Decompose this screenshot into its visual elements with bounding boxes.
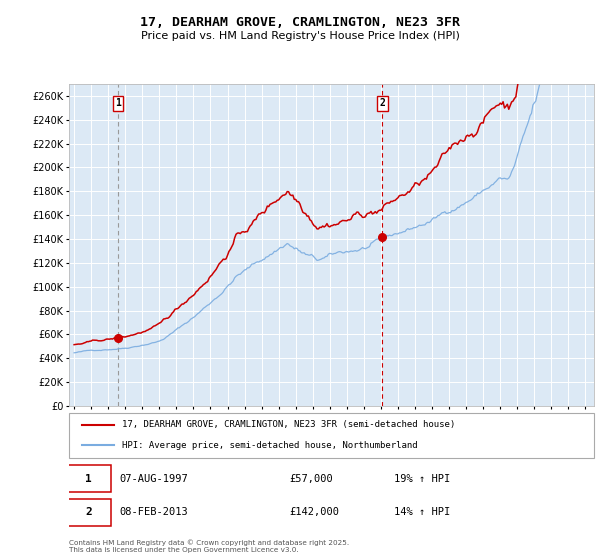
Text: HPI: Average price, semi-detached house, Northumberland: HPI: Average price, semi-detached house,…	[121, 441, 417, 450]
Text: Contains HM Land Registry data © Crown copyright and database right 2025.
This d: Contains HM Land Registry data © Crown c…	[69, 540, 349, 553]
Text: 2: 2	[379, 99, 385, 109]
Text: 07-AUG-1997: 07-AUG-1997	[119, 474, 188, 484]
Text: 2: 2	[85, 507, 92, 517]
Text: 17, DEARHAM GROVE, CRAMLINGTON, NE23 3FR (semi-detached house): 17, DEARHAM GROVE, CRAMLINGTON, NE23 3FR…	[121, 421, 455, 430]
Text: 14% ↑ HPI: 14% ↑ HPI	[395, 507, 451, 517]
FancyBboxPatch shape	[67, 499, 111, 526]
FancyBboxPatch shape	[69, 413, 594, 458]
FancyBboxPatch shape	[67, 465, 111, 492]
Text: 17, DEARHAM GROVE, CRAMLINGTON, NE23 3FR: 17, DEARHAM GROVE, CRAMLINGTON, NE23 3FR	[140, 16, 460, 29]
Text: Price paid vs. HM Land Registry's House Price Index (HPI): Price paid vs. HM Land Registry's House …	[140, 31, 460, 41]
Text: £57,000: £57,000	[290, 474, 333, 484]
Text: 08-FEB-2013: 08-FEB-2013	[119, 507, 188, 517]
Text: 1: 1	[115, 99, 121, 109]
Text: £142,000: £142,000	[290, 507, 340, 517]
Text: 19% ↑ HPI: 19% ↑ HPI	[395, 474, 451, 484]
Text: 1: 1	[85, 474, 92, 484]
